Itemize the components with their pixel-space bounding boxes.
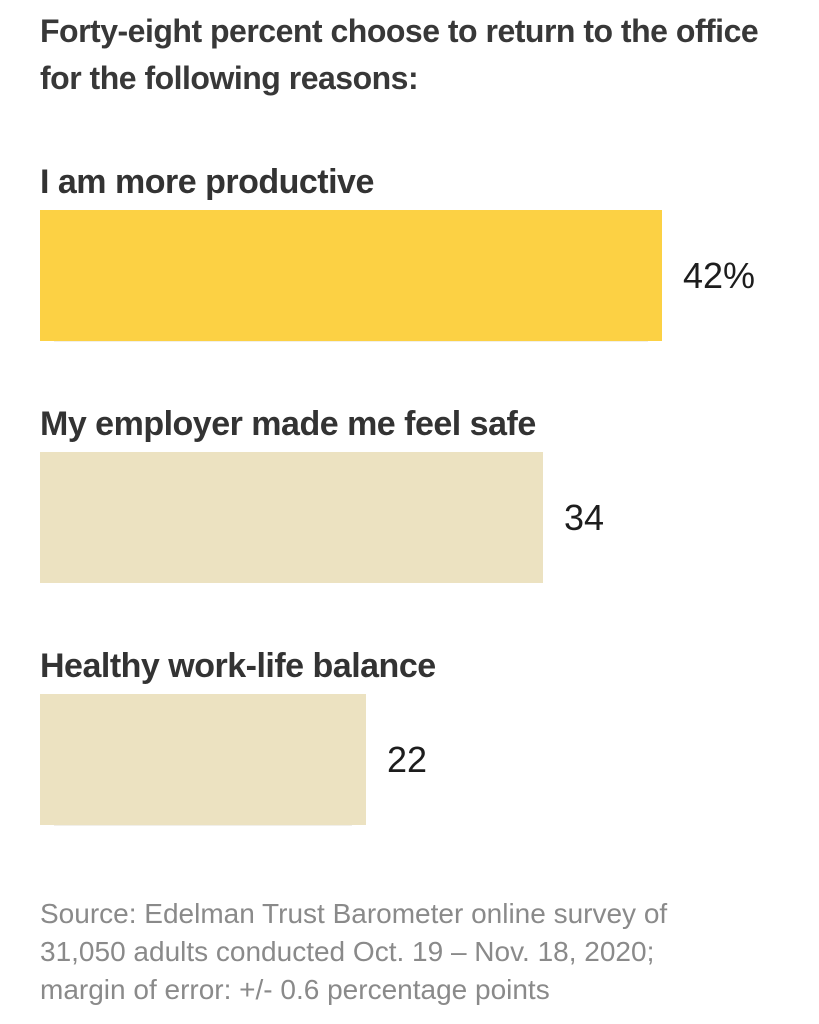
bar <box>40 452 543 583</box>
bar <box>40 694 366 825</box>
page-title: Forty-eight percent choose to return to … <box>40 13 759 96</box>
bar-value-label: 22 <box>387 738 428 780</box>
bar-category-label: My employer made me feel safe <box>40 405 536 443</box>
bar-category-label: Healthy work-life balance <box>40 647 436 685</box>
bar-value-label: 42% <box>683 254 756 296</box>
chart-row: Healthy work-life balance 22 <box>40 646 779 825</box>
bar-chart: I am more productive 42% My employer mad… <box>40 162 779 825</box>
bar-category-label: I am more productive <box>40 163 374 201</box>
chart-row: My employer made me feel safe 34 <box>40 404 779 583</box>
bar-line: 42% <box>40 210 779 341</box>
bar-line: 22 <box>40 694 779 825</box>
bar-value-label: 34 <box>564 496 605 538</box>
bar <box>40 210 662 341</box>
bar-line: 34 <box>40 452 779 583</box>
source-note: Source: Edelman Trust Barometer online s… <box>40 898 668 1005</box>
chart-row: I am more productive 42% <box>40 162 779 341</box>
